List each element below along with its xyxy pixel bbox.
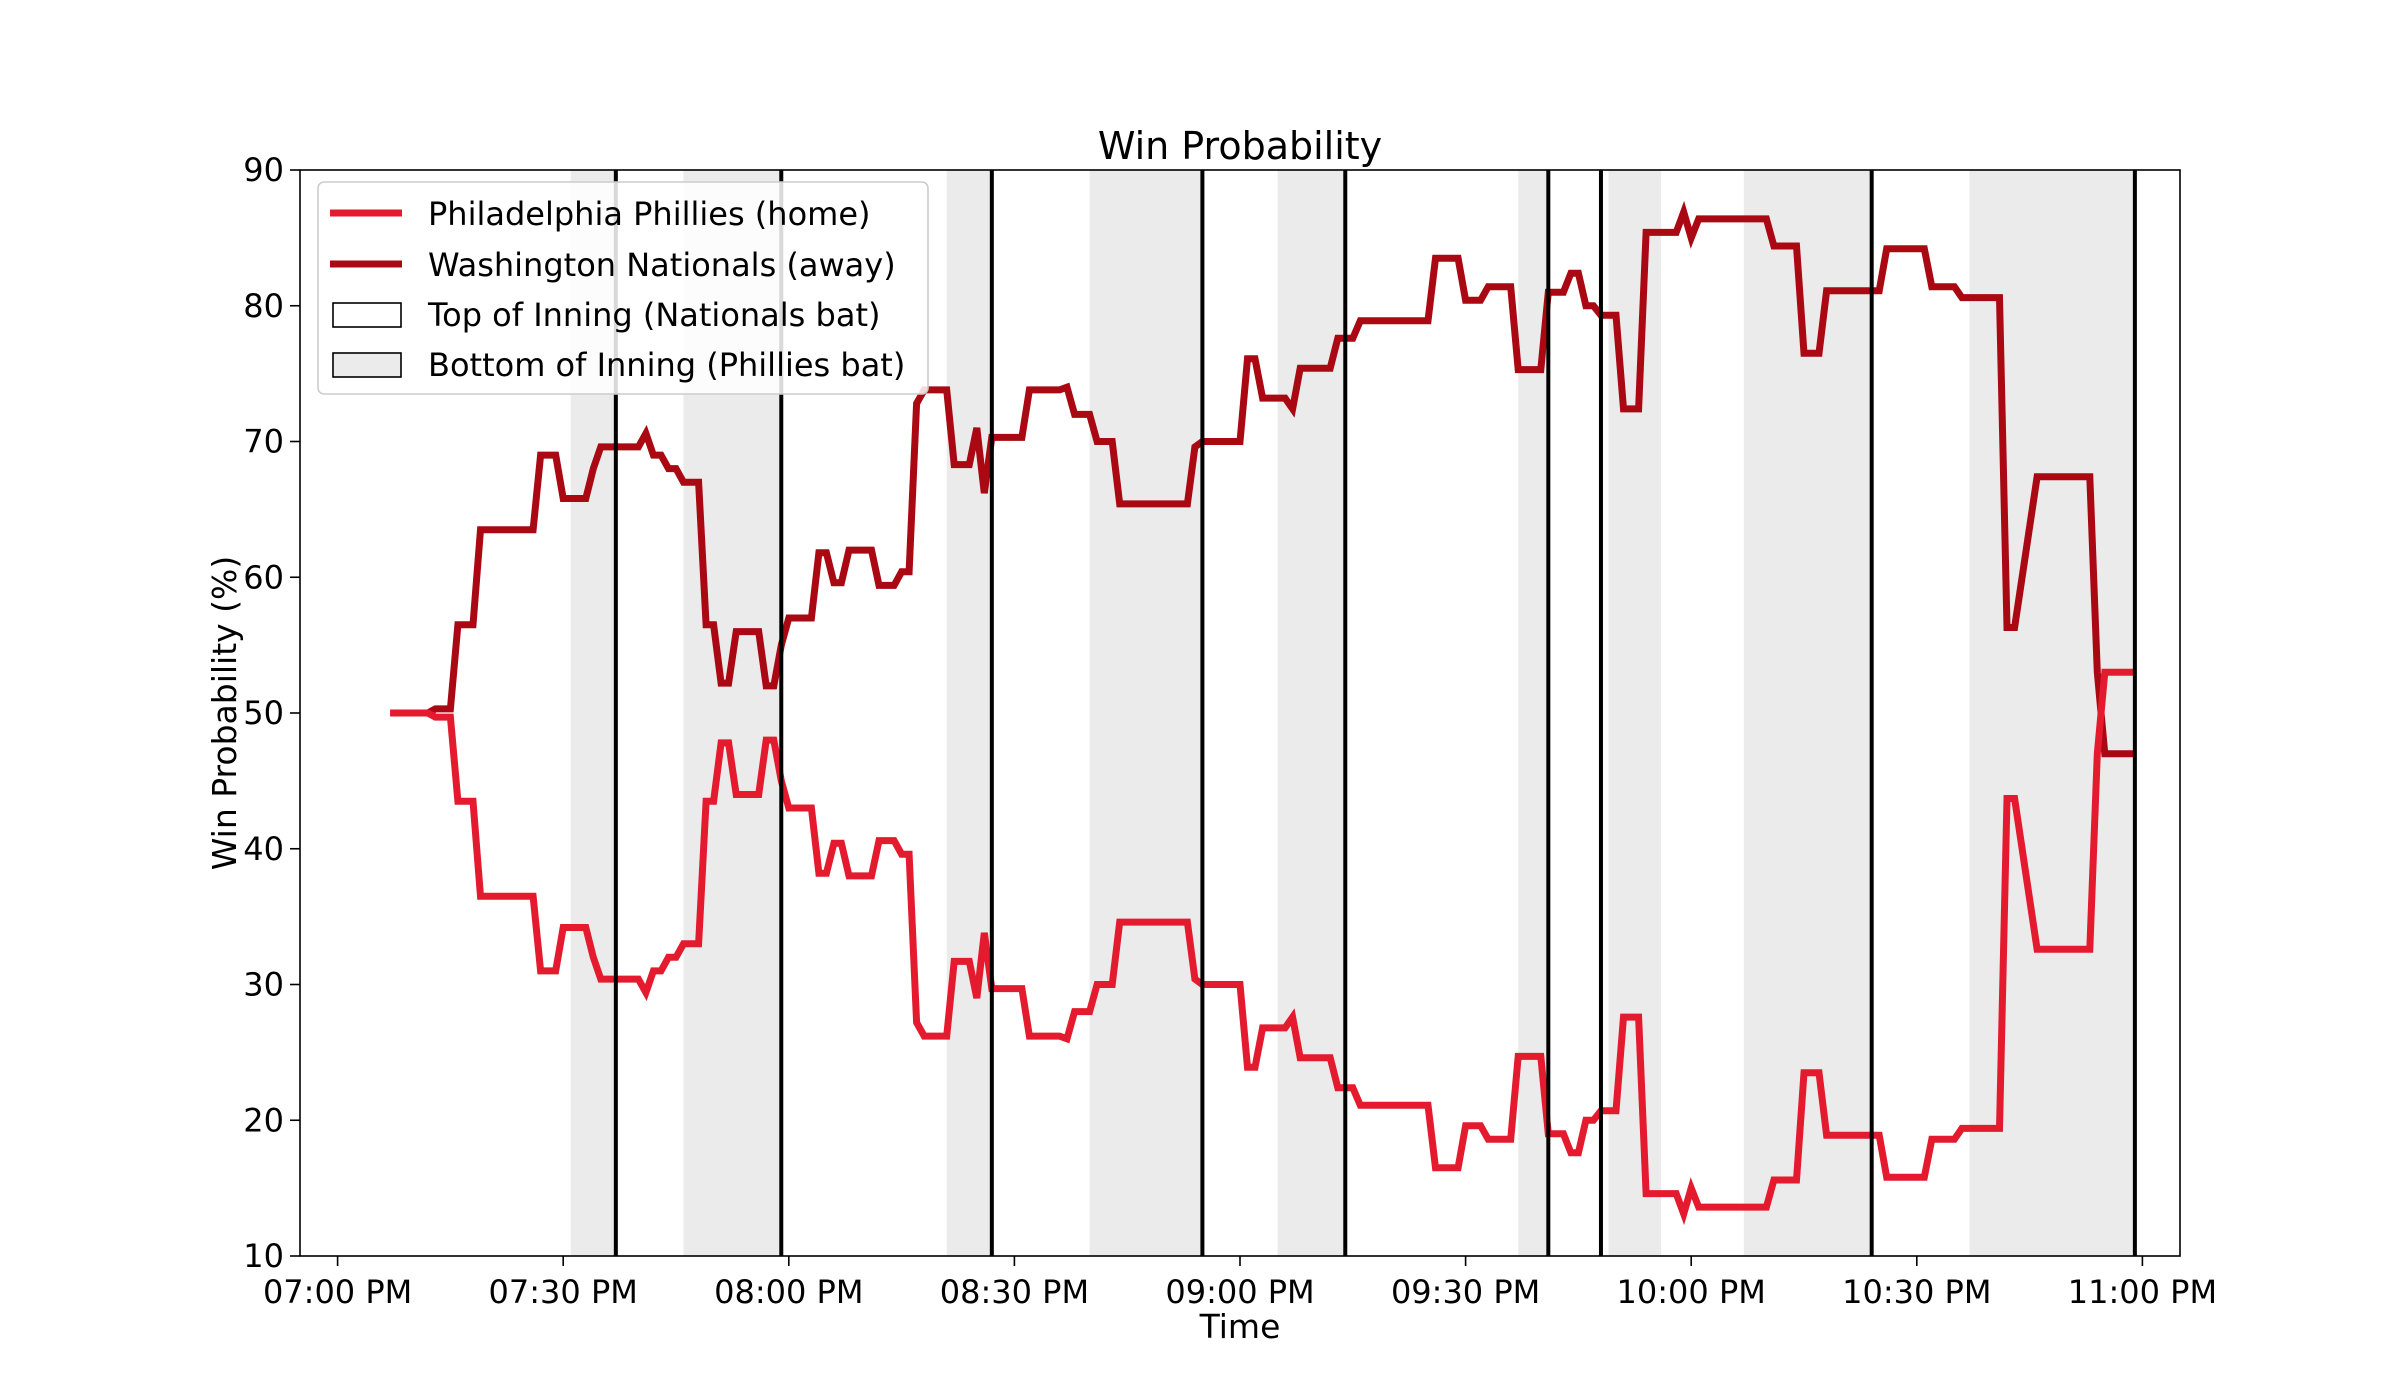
x-tick-label: 07:00 PM: [263, 1273, 412, 1311]
x-tick-label: 11:00 PM: [2068, 1273, 2217, 1311]
y-tick-label: 30: [243, 966, 284, 1004]
x-tick-label: 07:30 PM: [489, 1273, 638, 1311]
bottom-inning-band: [1089, 170, 1203, 1256]
legend-label-away: Washington Nationals (away): [428, 246, 896, 284]
y-tick-label: 40: [243, 830, 284, 868]
legend: Philadelphia Phillies (home) Washington …: [317, 181, 929, 395]
y-axis-label: Win Probability (%): [205, 556, 244, 871]
y-axis-ticks: 10 20 30 40 50 60 70 80 90: [243, 151, 300, 1275]
y-tick-label: 10: [243, 1237, 284, 1275]
x-tick-label: 08:30 PM: [940, 1273, 1089, 1311]
y-tick-label: 50: [243, 694, 284, 732]
legend-swatch-top-inning: [332, 302, 402, 328]
y-tick-label: 70: [243, 423, 284, 461]
x-tick-label: 10:30 PM: [1842, 1273, 1991, 1311]
x-axis-ticks: 07:00 PM 07:30 PM 08:00 PM 08:30 PM 09:00 PM…: [263, 1256, 2217, 1311]
y-tick-label: 90: [243, 151, 284, 189]
bottom-inning-band: [1969, 170, 2135, 1256]
x-tick-label: 09:30 PM: [1391, 1273, 1540, 1311]
legend-label-bottom-inning: Bottom of Inning (Phillies bat): [428, 346, 905, 384]
y-tick-label: 60: [243, 558, 284, 596]
x-tick-label: 09:00 PM: [1165, 1273, 1314, 1311]
bottom-inning-band: [1277, 170, 1346, 1256]
x-tick-label: 08:00 PM: [714, 1273, 863, 1311]
bottom-inning-band: [1743, 170, 1872, 1256]
x-axis-label: Time: [1199, 1307, 1281, 1346]
x-tick-label: 10:00 PM: [1617, 1273, 1766, 1311]
series-line-home: [390, 668, 2135, 1226]
y-tick-label: 80: [243, 287, 284, 325]
chart-title: Win Probability: [1098, 124, 1382, 168]
y-tick-label: 20: [243, 1101, 284, 1139]
legend-swatch-bottom-inning: [332, 352, 402, 378]
series-line-away: [390, 200, 2135, 758]
series-lines: [390, 200, 2135, 1226]
legend-label-top-inning: Top of Inning (Nationals bat): [427, 296, 880, 334]
legend-box: [317, 181, 929, 395]
legend-label-home: Philadelphia Phillies (home): [428, 195, 870, 233]
bottom-inning-band: [946, 170, 992, 1256]
